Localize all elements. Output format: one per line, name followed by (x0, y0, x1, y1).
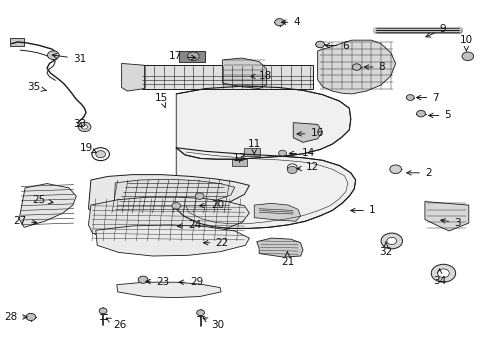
Text: 26: 26 (106, 318, 126, 330)
Text: 34: 34 (432, 269, 445, 286)
Text: 10: 10 (459, 35, 472, 51)
Circle shape (171, 203, 180, 209)
Circle shape (287, 166, 297, 174)
Circle shape (386, 237, 396, 244)
Circle shape (138, 276, 148, 283)
Text: 29: 29 (179, 277, 203, 287)
Circle shape (196, 310, 204, 316)
Circle shape (81, 125, 87, 129)
Polygon shape (88, 197, 249, 242)
Circle shape (47, 51, 59, 59)
Polygon shape (178, 51, 205, 62)
Text: 1: 1 (350, 206, 375, 216)
Circle shape (430, 264, 455, 282)
Text: 8: 8 (364, 62, 385, 72)
Text: 3: 3 (440, 218, 460, 228)
Text: 22: 22 (203, 238, 228, 248)
Text: 23: 23 (145, 277, 169, 287)
Text: 24: 24 (177, 220, 201, 230)
Circle shape (78, 122, 91, 132)
Text: 21: 21 (280, 252, 293, 267)
Text: 33: 33 (73, 120, 86, 129)
Text: 5: 5 (428, 111, 450, 121)
Text: 32: 32 (379, 242, 392, 257)
Circle shape (380, 233, 402, 249)
Polygon shape (424, 202, 468, 231)
Circle shape (315, 41, 324, 48)
Polygon shape (176, 148, 355, 228)
Text: 35: 35 (27, 82, 46, 93)
Polygon shape (96, 225, 249, 256)
Circle shape (99, 308, 107, 314)
Polygon shape (117, 282, 221, 298)
Polygon shape (176, 86, 350, 159)
Text: 4: 4 (281, 17, 299, 27)
Polygon shape (222, 58, 266, 89)
Text: 30: 30 (203, 318, 224, 330)
Polygon shape (243, 148, 260, 156)
Text: 6: 6 (325, 41, 348, 50)
Polygon shape (122, 63, 144, 91)
Text: 27: 27 (13, 216, 37, 226)
Text: 25: 25 (32, 195, 53, 205)
Polygon shape (88, 175, 249, 220)
Circle shape (416, 111, 425, 117)
Circle shape (287, 164, 297, 171)
Circle shape (187, 52, 199, 60)
Text: 20: 20 (199, 200, 224, 210)
Polygon shape (114, 179, 234, 215)
Text: 28: 28 (4, 312, 27, 322)
Circle shape (278, 150, 286, 156)
Circle shape (437, 269, 448, 278)
Polygon shape (232, 159, 246, 166)
Text: 12: 12 (296, 162, 318, 172)
Circle shape (96, 150, 105, 158)
Circle shape (195, 193, 203, 199)
Circle shape (406, 95, 413, 100)
Polygon shape (256, 238, 303, 257)
Text: 14: 14 (289, 148, 315, 158)
Circle shape (92, 148, 109, 161)
Text: 18: 18 (250, 71, 272, 81)
Polygon shape (254, 203, 300, 221)
Polygon shape (293, 123, 322, 142)
Text: 2: 2 (406, 168, 430, 178)
Text: 15: 15 (155, 93, 168, 108)
Circle shape (389, 165, 401, 174)
Text: 13: 13 (232, 153, 246, 163)
Circle shape (351, 64, 360, 70)
Text: 9: 9 (425, 24, 445, 37)
Circle shape (461, 52, 473, 60)
Text: 7: 7 (416, 93, 438, 103)
Polygon shape (142, 65, 312, 89)
Text: 17: 17 (168, 51, 196, 61)
Text: 16: 16 (296, 129, 323, 138)
Polygon shape (10, 39, 24, 45)
Circle shape (274, 19, 284, 26)
Polygon shape (317, 40, 395, 94)
Circle shape (26, 314, 36, 320)
Text: 11: 11 (247, 139, 260, 155)
Text: 19: 19 (79, 143, 96, 153)
Text: 31: 31 (52, 53, 86, 64)
Polygon shape (19, 184, 76, 227)
